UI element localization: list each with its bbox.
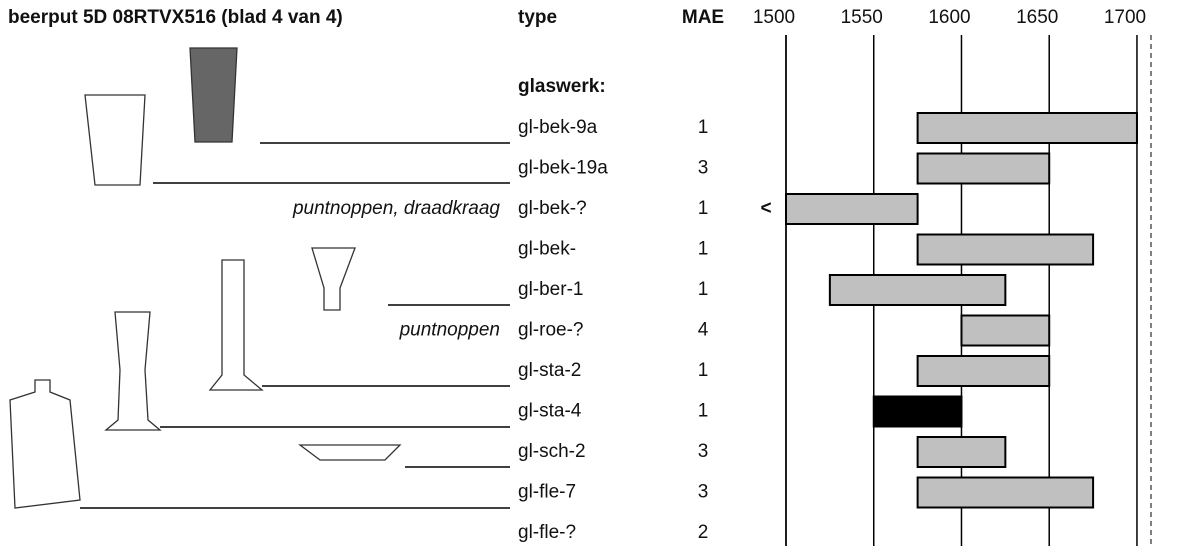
- type-label: gl-roe-?: [518, 320, 583, 341]
- type-header: type: [518, 7, 557, 28]
- mae-value: 1: [698, 401, 709, 422]
- type-label: gl-fle-?: [518, 522, 576, 543]
- x-tick-label: 1650: [1016, 7, 1058, 28]
- mae-value: 3: [698, 441, 709, 462]
- group-label: glaswerk:: [518, 76, 606, 97]
- note: puntnoppen, draadkraag: [292, 198, 500, 219]
- mae-value: 3: [698, 482, 709, 503]
- range-bar: [960, 314, 1051, 347]
- range-bar: [785, 193, 919, 225]
- range-bar: [828, 274, 1007, 306]
- x-tick-label: 1600: [928, 7, 970, 28]
- type-label: gl-bek-9a: [518, 117, 598, 138]
- mae-value: 4: [698, 320, 709, 341]
- type-label: gl-sta-4: [518, 401, 582, 422]
- mae-value: 1: [698, 279, 709, 300]
- type-label: gl-fle-7: [518, 482, 576, 503]
- x-tick-label: 1700: [1104, 7, 1146, 28]
- open-start: <: [760, 198, 771, 219]
- mae-value: 1: [698, 198, 709, 219]
- mae-value: 2: [698, 522, 709, 543]
- mae-value: 1: [698, 239, 709, 260]
- range-bar: [916, 112, 1138, 144]
- type-label: gl-sch-2: [518, 441, 586, 462]
- type-label: gl-sta-2: [518, 360, 581, 381]
- chart-title: beerput 5D 08RTVX516 (blad 4 van 4): [8, 7, 343, 28]
- type-label: gl-bek-: [518, 239, 576, 260]
- mae-value: 1: [698, 360, 709, 381]
- mae-value: 3: [698, 158, 709, 179]
- range-bar: [916, 233, 1095, 266]
- range-bar: [916, 436, 1007, 468]
- note: puntnoppen: [399, 320, 500, 341]
- type-label: gl-bek-?: [518, 198, 587, 219]
- range-bar: [872, 395, 963, 428]
- x-tick-label: 1550: [841, 7, 883, 28]
- x-tick-label: 1500: [753, 7, 795, 28]
- mae-value: 1: [698, 117, 709, 138]
- illustrations: [9, 47, 510, 509]
- mae-header: MAE: [682, 7, 724, 28]
- range-bar: [916, 476, 1095, 509]
- type-label: gl-ber-1: [518, 279, 583, 300]
- range-bar: [916, 152, 1051, 185]
- type-label: gl-bek-19a: [518, 158, 608, 179]
- range-bar: [916, 355, 1051, 387]
